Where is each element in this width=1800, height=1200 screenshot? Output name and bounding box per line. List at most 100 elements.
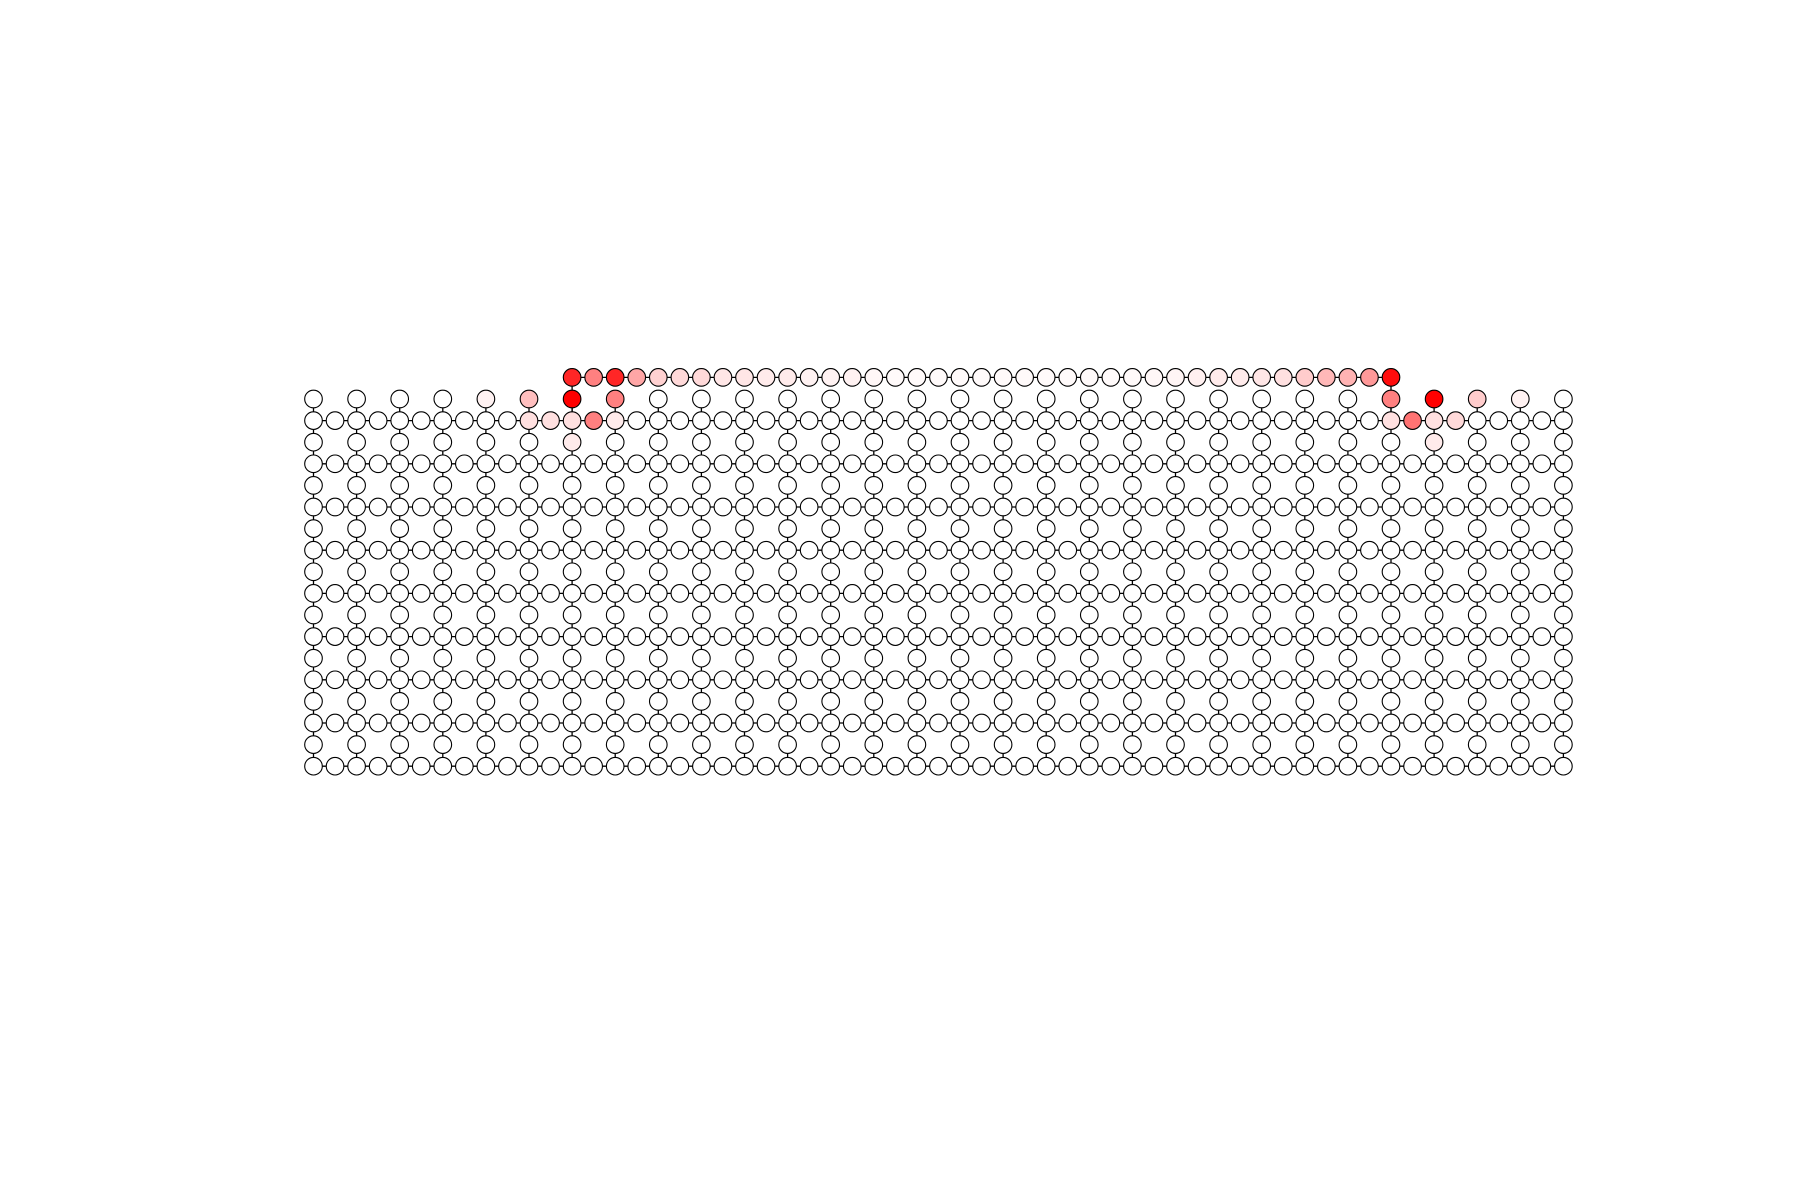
lattice-node: [670, 584, 690, 603]
lattice-node: [1403, 713, 1422, 733]
lattice-node: [692, 389, 711, 409]
lattice-node: [390, 411, 410, 430]
lattice-node: [1144, 627, 1164, 646]
lattice-node: [907, 627, 927, 646]
lattice-node: [1166, 648, 1185, 668]
lattice-node: [304, 519, 323, 538]
lattice-node: [1101, 627, 1121, 646]
lattice-node: [1381, 476, 1401, 495]
lattice-node: [584, 497, 604, 517]
lattice-node: [692, 735, 711, 754]
lattice-node: [433, 497, 453, 517]
highlighted-node: [1338, 368, 1358, 387]
lattice-node: [1079, 540, 1099, 560]
lattice-node: [972, 627, 991, 646]
lattice-node: [390, 735, 410, 754]
lattice-node: [907, 454, 927, 474]
lattice-node: [347, 627, 366, 646]
lattice-node: [756, 584, 776, 603]
lattice-node: [692, 562, 711, 582]
lattice-node: [885, 627, 905, 646]
lattice-node: [562, 756, 582, 776]
lattice-node: [778, 411, 797, 430]
lattice-node: [1123, 670, 1142, 690]
lattice-node: [1273, 411, 1293, 430]
lattice-node: [1489, 540, 1509, 560]
lattice-node: [821, 756, 841, 776]
lattice-node: [1360, 497, 1379, 517]
lattice-node: [735, 648, 754, 668]
lattice-node: [713, 584, 733, 603]
lattice-node: [390, 713, 410, 733]
lattice-node: [842, 627, 862, 646]
lattice-node: [1554, 389, 1573, 409]
lattice-node: [1338, 713, 1358, 733]
lattice-node: [1036, 627, 1056, 646]
lattice-node: [821, 605, 841, 625]
lattice-node: [476, 497, 496, 517]
lattice-node: [1424, 562, 1444, 582]
lattice-node: [1338, 584, 1358, 603]
lattice-node: [1166, 476, 1185, 495]
highlighted-node: [1424, 432, 1444, 452]
lattice-node: [1360, 670, 1379, 690]
lattice-node: [627, 670, 647, 690]
highlighted-node: [692, 368, 711, 387]
lattice-node: [1166, 584, 1185, 603]
highlighted-node: [1403, 411, 1422, 430]
lattice-node: [347, 476, 366, 495]
lattice-node: [1316, 454, 1336, 474]
lattice-node: [433, 432, 453, 452]
highlighted-node: [1424, 411, 1444, 430]
lattice-node: [1230, 540, 1250, 560]
lattice-node: [1316, 497, 1336, 517]
lattice-node: [1252, 735, 1272, 754]
lattice-node: [368, 756, 388, 776]
lattice-node: [907, 648, 927, 668]
lattice-node: [605, 562, 625, 582]
lattice-node: [304, 670, 323, 690]
lattice-node: [864, 562, 884, 582]
lattice-node: [648, 562, 668, 582]
lattice-node: [864, 713, 884, 733]
lattice-node: [1295, 648, 1315, 668]
lattice-node: [1467, 411, 1487, 430]
lattice-node: [562, 605, 582, 625]
lattice-node: [842, 713, 862, 733]
lattice-node: [1079, 756, 1099, 776]
lattice-node: [1403, 756, 1422, 776]
lattice-node: [1510, 648, 1530, 668]
lattice-node: [1467, 540, 1487, 560]
lattice-node: [670, 454, 690, 474]
highlighted-node: [842, 368, 862, 387]
highlighted-node: [605, 411, 625, 430]
lattice-node: [1144, 670, 1164, 690]
lattice-node: [1252, 519, 1272, 538]
lattice-node: [1058, 411, 1078, 430]
lattice-node: [1036, 756, 1056, 776]
highlighted-node: [1316, 368, 1336, 387]
highlighted-node: [1015, 368, 1035, 387]
lattice-node: [411, 454, 431, 474]
highlighted-node: [1079, 368, 1099, 387]
highlighted-node: [1467, 389, 1487, 409]
lattice-node: [1510, 735, 1530, 754]
lattice-node: [950, 540, 970, 560]
lattice-node: [993, 713, 1013, 733]
lattice-node: [1015, 584, 1035, 603]
lattice-node: [950, 648, 970, 668]
lattice-node: [390, 389, 410, 409]
lattice-node: [821, 713, 841, 733]
lattice-node: [1123, 562, 1142, 582]
lattice-node: [390, 476, 410, 495]
lattice-node: [778, 519, 797, 538]
lattice-node: [541, 454, 560, 474]
lattice-node: [1554, 627, 1573, 646]
lattice-node: [648, 540, 668, 560]
highlighted-node: [605, 368, 625, 387]
lattice-node: [605, 648, 625, 668]
lattice-node: [1036, 411, 1056, 430]
lattice-node: [627, 627, 647, 646]
lattice-node: [1209, 692, 1228, 711]
lattice-node: [1295, 756, 1315, 776]
